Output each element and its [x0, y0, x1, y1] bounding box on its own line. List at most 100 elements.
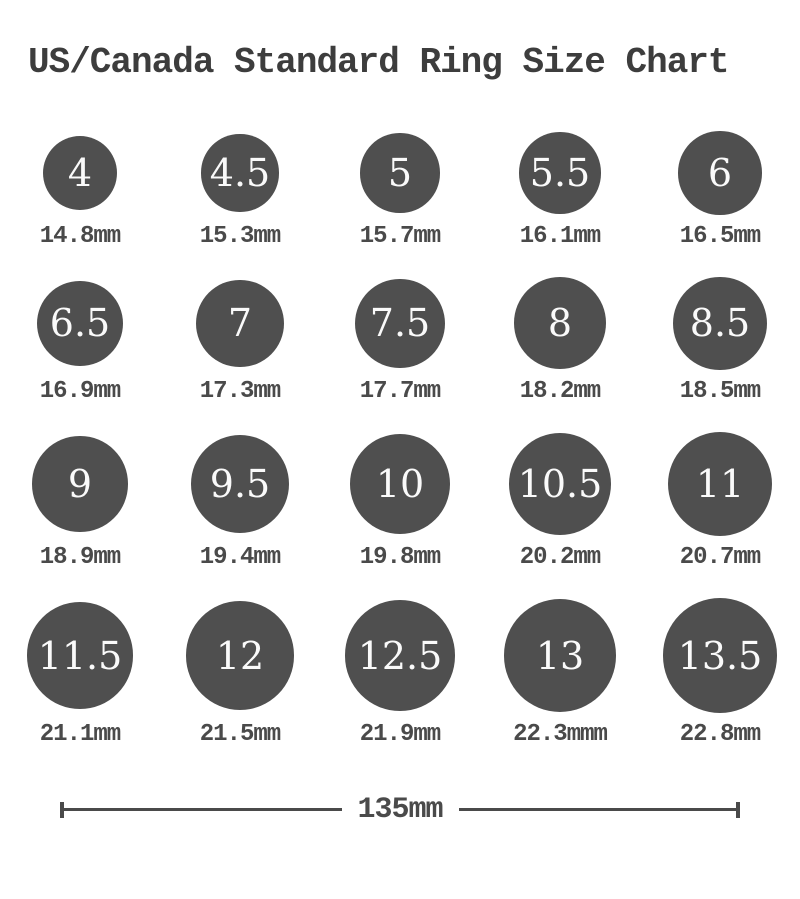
ring-size-label: 8 [547, 301, 573, 346]
ring-size-label: 10 [375, 461, 425, 506]
ring-circle: 13.5 [662, 598, 778, 713]
ring-cell: 11.5 21.1mm [0, 598, 160, 749]
ring-circle: 8 [514, 277, 606, 370]
ring-size-label: 9 [67, 461, 93, 506]
ring-circle: 12.5 [344, 600, 456, 711]
ring-cell: 9.5 19.4mm [160, 432, 320, 572]
ring-diameter-label: 16.9mm [39, 377, 121, 405]
ring-cell: 10.5 20.2mm [480, 432, 640, 572]
ring-cell: 5 15.7mm [320, 131, 480, 250]
ring-size-label: 5.5 [529, 150, 591, 195]
ring-cell: 11 20.7mm [640, 431, 800, 572]
ring-cell: 8 18.2mm [480, 277, 640, 406]
ring-size-label: 9.5 [209, 461, 271, 506]
ring-circle-zone: 8.5 [673, 276, 767, 370]
ring-size-label: 8.5 [689, 301, 751, 346]
ring-size-label: 12.5 [357, 633, 443, 678]
ring-diameter-label: 22.3mmm [513, 720, 608, 748]
ring-size-label: 4.5 [209, 150, 271, 195]
ring-cell: 8.5 18.5mm [640, 276, 800, 406]
ring-circle-zone: 6 [678, 131, 762, 215]
ring-circle-zone: 10 [350, 432, 450, 536]
ring-cell: 4 14.8mm [0, 131, 160, 250]
ring-circle-zone: 5.5 [519, 131, 601, 214]
ring-diameter-label: 20.7mm [679, 544, 761, 572]
ring-circle-zone: 9 [32, 432, 128, 536]
ring-cell: 7.5 17.7mm [320, 277, 480, 406]
ring-diameter-label: 15.3mm [199, 222, 281, 250]
ring-circle: 5.5 [519, 132, 601, 214]
ring-circle: 8.5 [673, 276, 767, 370]
ring-circle-zone: 7 [196, 277, 284, 370]
ring-circle-zone: 7.5 [355, 277, 445, 370]
ring-circle-zone: 13 [503, 598, 617, 713]
ring-circle: 11 [667, 431, 773, 537]
ring-diameter-label: 19.4mm [199, 544, 281, 572]
ring-circle-zone: 11.5 [26, 598, 134, 713]
ring-cell: 9 18.9mm [0, 432, 160, 572]
ring-circle-zone: 4 [42, 131, 118, 214]
ring-size-label: 4 [67, 150, 93, 195]
ring-diameter-label: 22.8mm [679, 720, 761, 748]
ring-circle-zone: 12 [185, 598, 295, 713]
ring-size-grid: 4 14.8mm 4.5 15.3mm 5 15.7mm 5.5 16.1mm 6 16.5mm 6… [0, 131, 800, 749]
ring-diameter-label: 15.7mm [359, 222, 441, 250]
ring-diameter-label: 16.1mm [519, 222, 601, 250]
ring-cell: 12 21.5mm [160, 598, 320, 749]
ring-size-label: 6 [707, 150, 733, 195]
ring-circle: 9.5 [191, 435, 289, 533]
ring-cell: 7 17.3mm [160, 277, 320, 406]
ring-cell: 6 16.5mm [640, 131, 800, 250]
ring-diameter-label: 17.3mm [199, 377, 281, 405]
ring-cell: 10 19.8mm [320, 432, 480, 572]
ring-circle: 4 [42, 135, 118, 211]
ring-size-label: 7 [227, 301, 253, 346]
ring-size-label: 11.5 [37, 633, 123, 678]
ring-circle-zone: 8 [514, 277, 606, 370]
ring-cell: 4.5 15.3mm [160, 131, 320, 250]
ring-circle-zone: 12.5 [344, 598, 456, 713]
ring-circle-zone: 5 [360, 131, 440, 214]
ring-size-label: 6.5 [49, 301, 111, 346]
scale-bar-label: 135mm [357, 792, 444, 827]
ring-cell: 12.5 21.9mm [320, 598, 480, 749]
ring-circle-zone: 4.5 [201, 131, 279, 214]
ring-diameter-label: 17.7mm [359, 377, 441, 405]
ring-cell: 13 22.3mmm [480, 598, 640, 749]
ring-diameter-label: 20.2mm [519, 544, 601, 572]
page-title: US/Canada Standard Ring Size Chart [28, 42, 730, 83]
ring-size-label: 11 [695, 461, 745, 506]
ring-circle: 6 [678, 131, 762, 215]
ring-circle: 10.5 [509, 433, 611, 535]
ring-size-label: 13.5 [677, 633, 763, 678]
ring-cell: 5.5 16.1mm [480, 131, 640, 250]
ring-circle-zone: 6.5 [37, 277, 123, 370]
ring-circle-zone: 9.5 [191, 432, 289, 536]
ring-circle-zone: 13.5 [662, 598, 778, 713]
ring-diameter-label: 16.5mm [679, 222, 761, 250]
scale-bar-left-line [64, 808, 342, 812]
ring-circle: 10 [350, 434, 450, 534]
scale-bar-left-tick-icon [60, 801, 64, 818]
ring-circle: 11.5 [26, 602, 134, 709]
ring-diameter-label: 18.2mm [519, 377, 601, 405]
ring-circle: 12 [185, 601, 295, 710]
ring-cell: 13.5 22.8mm [640, 598, 800, 749]
ring-circle: 5 [360, 133, 440, 213]
ring-circle: 7.5 [355, 278, 445, 368]
ring-size-label: 5 [387, 150, 413, 195]
ring-diameter-label: 19.8mm [359, 544, 441, 572]
scale-bar-right-line [458, 808, 737, 812]
scale-bar: 135mm [60, 792, 741, 827]
scale-bar-right-tick-icon [736, 801, 741, 818]
ring-circle: 7 [196, 279, 284, 367]
ring-cell: 6.5 16.9mm [0, 277, 160, 406]
ring-diameter-label: 18.5mm [679, 377, 761, 405]
ring-diameter-label: 14.8mm [39, 222, 121, 250]
ring-size-label: 12 [215, 633, 265, 678]
ring-diameter-label: 18.9mm [39, 544, 121, 572]
ring-circle: 13 [503, 599, 617, 712]
ring-size-label: 10.5 [517, 461, 603, 506]
ring-circle: 6.5 [37, 280, 123, 366]
ring-diameter-label: 21.1mm [39, 720, 121, 748]
